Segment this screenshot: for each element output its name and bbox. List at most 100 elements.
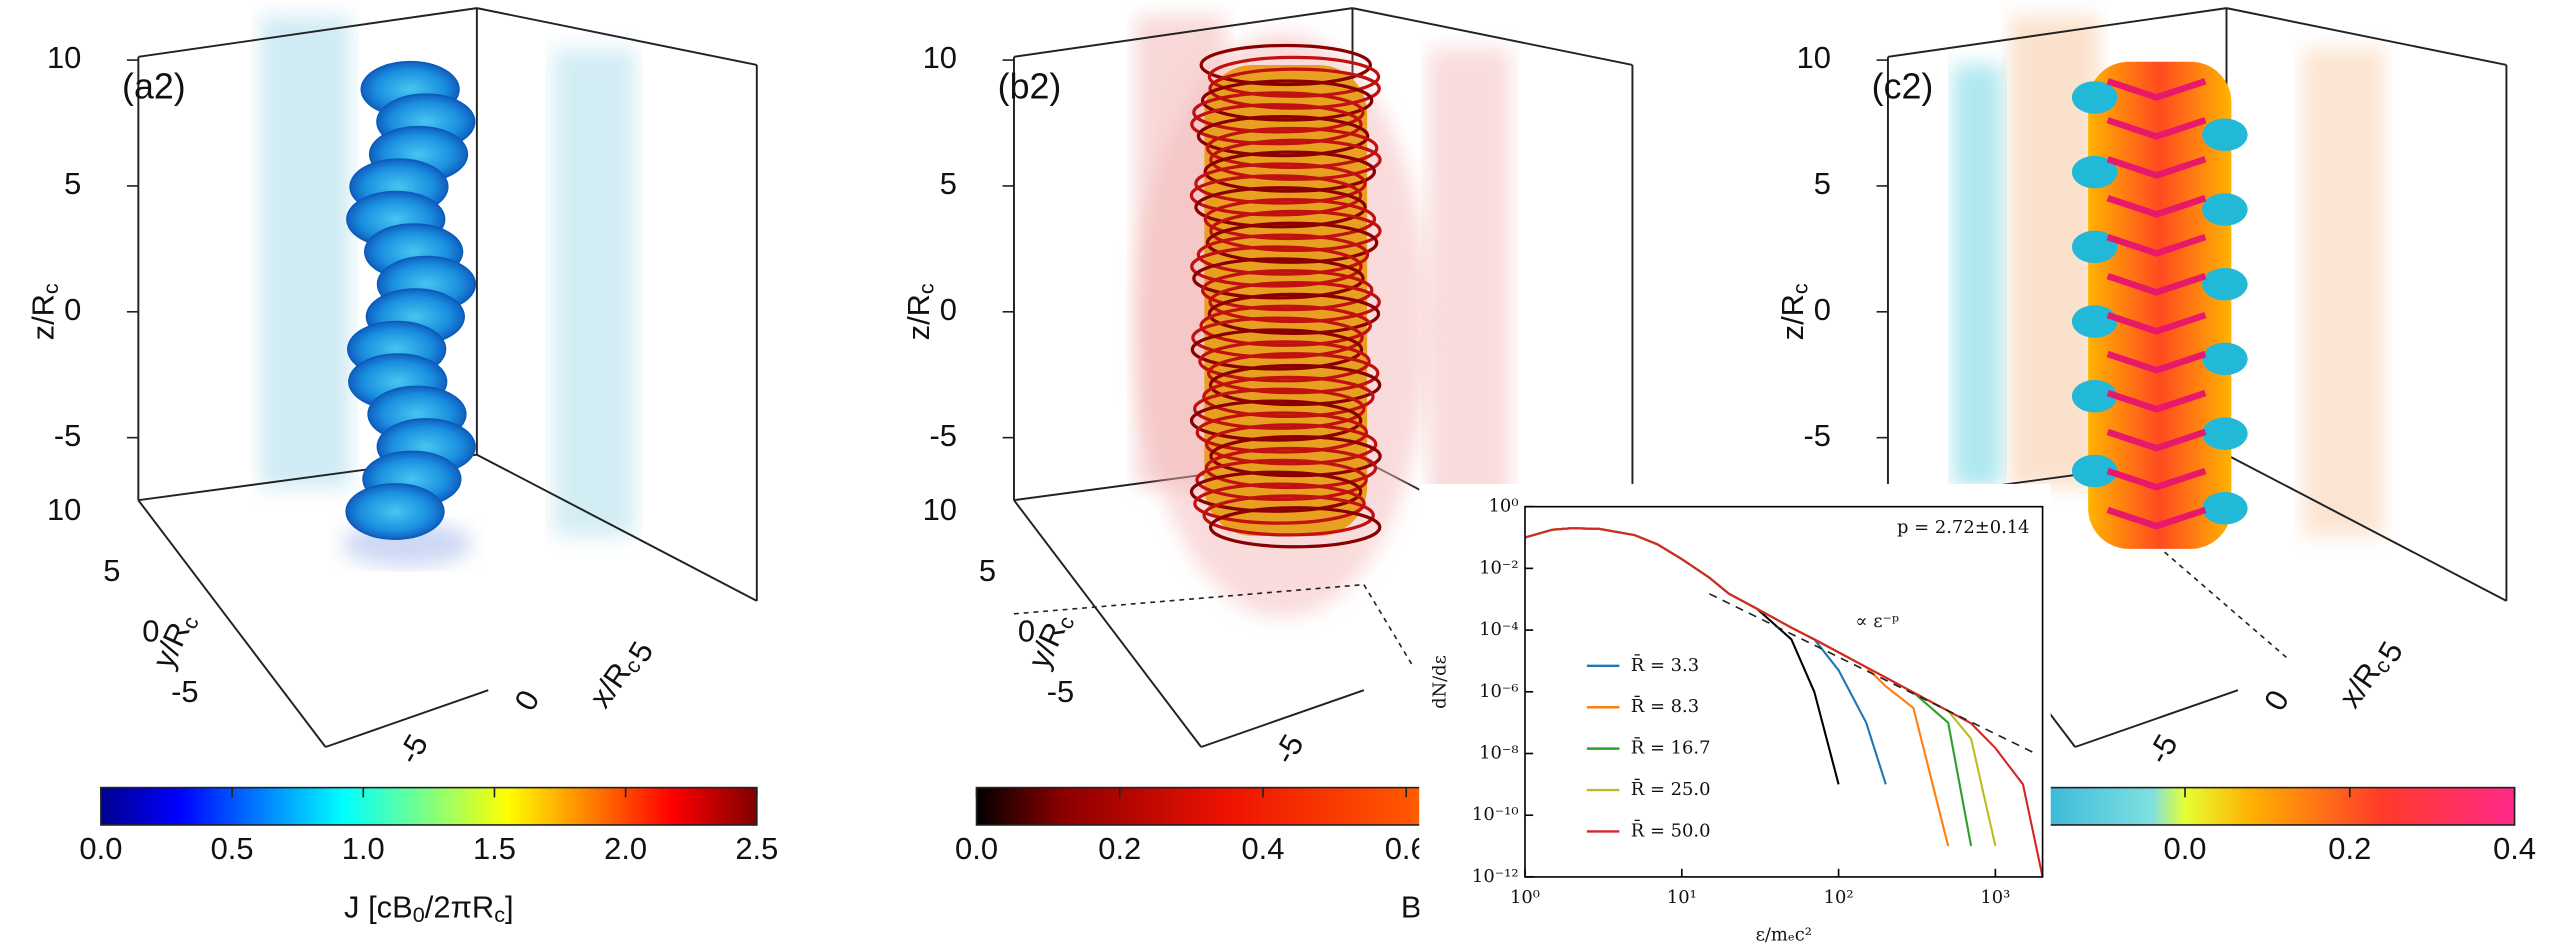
colorbar-tick-label: 0.0: [79, 831, 122, 866]
ez-blob: [2202, 342, 2248, 376]
x-tick-label: 10⁰: [1510, 887, 1540, 908]
ez-blob: [2071, 380, 2118, 413]
ez-streak: [2106, 389, 2207, 413]
guide-line: [1363, 584, 1414, 667]
y-axis-label: dN/dε: [1429, 655, 1450, 709]
ez-streak: [2106, 311, 2207, 335]
ez-blob: [2071, 81, 2118, 114]
field-loop: [1199, 43, 1373, 87]
field-loop: [1203, 150, 1377, 193]
y-tick-label: -5: [1047, 674, 1074, 709]
field-loop: [1190, 103, 1363, 146]
field-loop: [1199, 304, 1372, 347]
box-edge: [2226, 7, 2507, 66]
field-loop: [1189, 174, 1363, 217]
field-loop: [1189, 470, 1363, 513]
field-loop: [1209, 435, 1382, 478]
ez-streak: [2106, 234, 2207, 257]
field-loop: [1195, 411, 1369, 454]
x-tick-label: 10²: [1824, 887, 1854, 908]
y-tick-label: 10⁻⁸: [1479, 743, 1518, 764]
field-loop: [1208, 506, 1382, 549]
field-loop: [1203, 197, 1377, 241]
ez-blob: [2202, 267, 2248, 301]
z-tick-label: 0: [64, 292, 81, 327]
y-tick-label: 10⁻⁶: [1479, 681, 1518, 702]
colorbar-tick-label: 0.2: [1098, 831, 1141, 866]
z-tick-label: 10: [47, 40, 81, 75]
box-edge: [1013, 499, 1202, 748]
colorbar-tick-label: 2.0: [604, 831, 647, 866]
ez-streak: [2106, 428, 2207, 452]
ez-blob: [2071, 230, 2118, 264]
wall-projection: [553, 48, 635, 536]
wall-projection: [260, 16, 350, 488]
legend-label: R̄ = 16.7: [1631, 735, 1711, 758]
box-edge: [476, 7, 758, 66]
field-loop: [1193, 482, 1366, 525]
field-loop: [1194, 186, 1367, 229]
column-core: [2088, 61, 2232, 549]
guide-line: [2164, 551, 2288, 659]
wall-projection: [1428, 48, 1511, 536]
z-tick-label: 0: [940, 292, 957, 327]
colorbar-tick-label: 0.4: [1241, 831, 1284, 866]
colorbar-tick-label: 0.5: [211, 831, 254, 866]
y-tick-label: 0: [1018, 614, 1035, 649]
y-tick-label: 5: [979, 553, 996, 588]
z-tick-label: 10: [1797, 40, 1831, 75]
y-tick-label: 0: [142, 614, 159, 649]
field-loop: [1200, 269, 1374, 312]
colorbar-tick-label: 0.0: [955, 831, 998, 866]
colorbar-tick-label: 1.5: [473, 831, 516, 866]
colorbar-label-part: /2πR: [425, 890, 494, 925]
field-loop: [1205, 221, 1379, 264]
field-loop: [1209, 138, 1382, 181]
y-tick-label: 10: [47, 492, 81, 527]
field-loop: [1200, 79, 1374, 122]
colorbar: [100, 786, 758, 826]
colorbar-tick-label: 2.5: [735, 831, 778, 866]
panel-label: (c2): [1872, 67, 1934, 107]
field-loop: [1196, 233, 1370, 276]
colorbar-label: J [cB0/2πRc]: [344, 890, 514, 927]
box-edge: [1887, 7, 2227, 58]
annotation: p = 2.72±0.14: [1897, 517, 2030, 538]
ez-streak: [2106, 117, 2207, 140]
field-loop: [1202, 494, 1375, 537]
colorbar-tick-label: 0.0: [2164, 831, 2207, 866]
ez-streak: [2106, 506, 2207, 530]
box-edge: [325, 689, 489, 748]
x-tick-label: 10¹: [1667, 887, 1697, 908]
legend-label: R̄ = 25.0: [1631, 777, 1711, 800]
y-tick-label: 10⁻⁴: [1479, 619, 1518, 640]
colorbar-tick-label: 0.2: [2328, 831, 2371, 866]
x-axis-label: ε/mₑc²: [1756, 924, 1812, 945]
ez-blob: [2071, 454, 2118, 488]
field-loop: [1208, 67, 1381, 110]
z-axis-label: z/Rc: [1775, 283, 1812, 340]
colorbar-label-part: c: [494, 902, 505, 927]
z-tick-label: 5: [1814, 166, 1831, 201]
ez-blob: [2071, 155, 2118, 189]
z-axis-label-part: c: [913, 283, 938, 294]
x-tick-label: 0: [507, 684, 546, 716]
box-edge: [2074, 689, 2239, 748]
ez-blob: [2202, 193, 2248, 226]
box-edge: [138, 7, 478, 58]
field-loop: [1191, 316, 1364, 359]
colorbar-label-part: J [cB: [344, 890, 413, 925]
ez-streak: [2106, 78, 2207, 101]
field-loop: [1194, 162, 1367, 205]
field-loop: [1208, 363, 1382, 407]
column-core: [1204, 64, 1368, 536]
panel-label: (b2): [998, 67, 1062, 107]
field-loop: [1190, 245, 1363, 288]
colorbar-tick-label: 0.4: [2493, 831, 2536, 866]
field-loop: [1190, 328, 1364, 371]
ez-streak: [2106, 467, 2207, 491]
series-line: [1524, 527, 2044, 878]
